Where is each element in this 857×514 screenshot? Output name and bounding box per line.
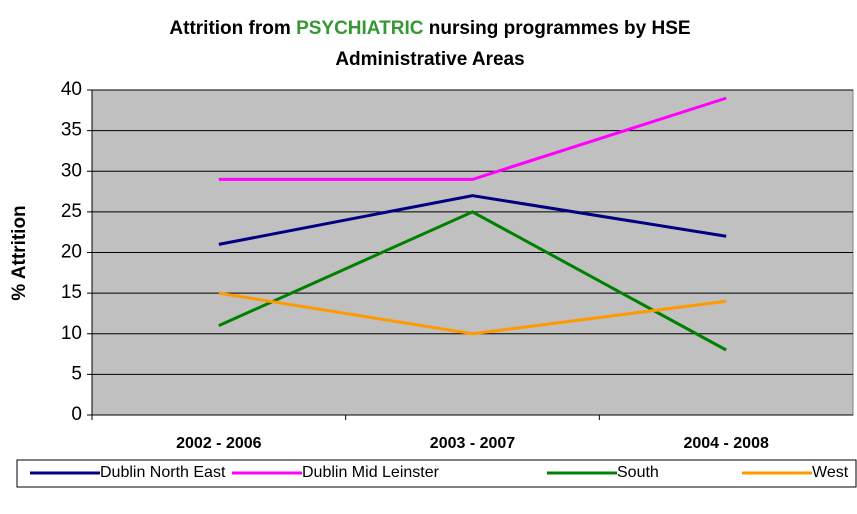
x-tick-label: 2003 - 2007 bbox=[430, 435, 516, 452]
y-tick-label: 35 bbox=[61, 120, 82, 141]
legend-label: Dublin North East bbox=[100, 464, 226, 481]
title-part: Attrition from bbox=[169, 18, 290, 39]
y-tick-label: 25 bbox=[61, 201, 82, 222]
legend-label: South bbox=[617, 464, 659, 481]
legend-label: Dublin Mid Leinster bbox=[302, 464, 440, 481]
legend-box bbox=[16, 459, 857, 488]
y-axis-label: % Attrition bbox=[9, 205, 30, 300]
x-tick-label: 2004 - 2008 bbox=[683, 435, 769, 452]
chart-title: Administrative Areas bbox=[335, 49, 524, 70]
y-tick-label: 10 bbox=[61, 323, 82, 344]
x-tick-label: 2002 - 2006 bbox=[176, 435, 262, 452]
title-part: nursing programmes by HSE bbox=[429, 18, 691, 39]
y-tick-label: 5 bbox=[71, 363, 82, 384]
line-series bbox=[218, 291, 727, 336]
legend-label: West bbox=[812, 464, 849, 481]
title-part: PSYCHIATRIC bbox=[296, 18, 424, 39]
y-tick-label: 20 bbox=[61, 242, 82, 263]
line-series bbox=[218, 210, 727, 352]
y-tick-label: 40 bbox=[61, 79, 82, 100]
y-tick-label: 30 bbox=[61, 160, 82, 181]
y-tick-label: 0 bbox=[71, 404, 82, 425]
y-tick-label: 15 bbox=[61, 282, 82, 303]
chart-title: Attrition from PSYCHIATRIC nursing progr… bbox=[169, 18, 690, 39]
line-series bbox=[218, 96, 727, 181]
line-series bbox=[218, 194, 727, 246]
